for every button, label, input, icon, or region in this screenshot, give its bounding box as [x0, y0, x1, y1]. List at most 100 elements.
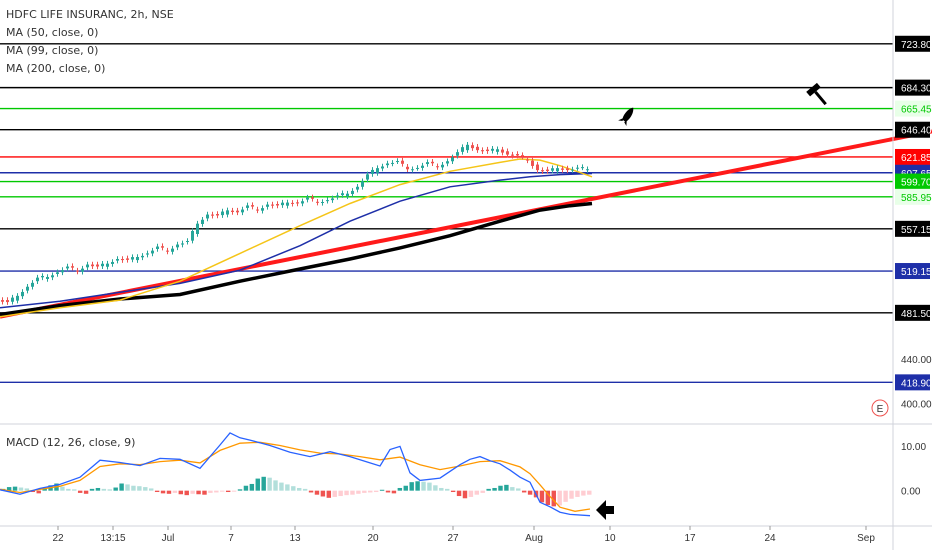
macd-histogram-bar: [231, 490, 237, 492]
candle-body: [321, 202, 324, 204]
candle-body: [56, 272, 59, 274]
macd-histogram-bar: [66, 488, 71, 491]
macd-histogram-bar: [178, 490, 184, 495]
candle-body: [81, 268, 84, 272]
time-tick-label: 13:15: [100, 533, 125, 544]
hammer-handle: [814, 90, 827, 106]
symbol-legend[interactable]: HDFC LIFE INSURANC, 2h, NSE: [6, 8, 174, 21]
candle-body: [546, 169, 549, 172]
candle-body: [301, 201, 304, 204]
time-tick-label: 24: [764, 533, 776, 544]
candle-body: [261, 208, 264, 211]
time-tick-label: 7: [228, 533, 234, 544]
candle-body: [336, 195, 339, 197]
candle-body: [451, 157, 454, 162]
candle-body: [376, 168, 379, 173]
macd-histogram-bar: [409, 482, 414, 491]
price-pane: [0, 43, 932, 384]
candle-body: [281, 202, 284, 206]
macd-histogram-bar: [172, 490, 178, 493]
macd-histogram-bar: [279, 482, 284, 491]
candle-body: [76, 270, 79, 272]
candle-body: [431, 161, 434, 164]
ma99-legend[interactable]: MA (99, close, 0): [6, 44, 99, 57]
candle-body: [316, 201, 319, 203]
candle-body: [211, 214, 214, 216]
candle-body: [346, 193, 349, 197]
macd-histogram-bar: [439, 487, 444, 491]
macd-histogram-bar: [445, 488, 450, 491]
candle-body: [146, 253, 149, 255]
macd-histogram-bar: [504, 484, 509, 491]
candle-body: [266, 204, 269, 207]
macd-histogram-bar: [486, 488, 491, 491]
candle-body: [491, 148, 494, 151]
macd-histogram-bar: [285, 484, 290, 491]
candle-body: [586, 169, 589, 171]
candle-body: [506, 151, 509, 155]
candle-body: [111, 261, 114, 264]
macd-histogram-bar: [415, 481, 420, 491]
macd-histogram-bar: [83, 490, 89, 494]
macd-histogram-bar: [6, 487, 12, 491]
candle-body: [241, 209, 244, 213]
macd-histogram-bar: [24, 488, 30, 491]
candle-body: [71, 266, 74, 268]
candle-body: [61, 270, 64, 273]
candle-body: [216, 214, 219, 216]
candle-body: [531, 160, 534, 166]
price-level-label: 646.40: [901, 126, 932, 137]
candle-body: [331, 198, 334, 201]
macd-histogram-bar: [474, 490, 480, 495]
time-tick-label: Aug: [525, 533, 543, 544]
time-tick-label: 27: [447, 533, 459, 544]
hammer-icon: [806, 82, 827, 106]
macd-histogram-bar: [427, 482, 432, 491]
candle-body: [6, 300, 9, 303]
candle-body: [166, 250, 169, 252]
candle-body: [196, 223, 199, 234]
macd-histogram-bar: [569, 490, 574, 499]
macd-histogram-bar: [249, 483, 255, 491]
macd-histogram-bar: [30, 490, 36, 493]
macd-histogram-bar: [563, 490, 568, 502]
candle-body: [486, 149, 489, 152]
candle-body: [381, 166, 384, 169]
candle-body: [411, 169, 414, 171]
candle-body: [416, 167, 419, 169]
candle-body: [521, 155, 524, 157]
macd-histogram-bar: [18, 487, 24, 491]
macd-histogram-bar: [433, 485, 438, 491]
macd-histogram-bar: [72, 489, 77, 491]
macd-histogram-bar: [225, 490, 231, 493]
candle-body: [461, 147, 464, 152]
macd-legend[interactable]: MACD (12, 26, close, 9): [6, 436, 136, 449]
macd-histogram-bar: [557, 490, 562, 506]
candle-body: [566, 168, 569, 171]
candle-body: [256, 209, 259, 211]
macd-histogram-bar: [107, 489, 112, 491]
macd-histogram-bar: [545, 490, 551, 505]
candle-body: [156, 246, 159, 249]
macd-histogram-bar: [314, 490, 320, 495]
price-level-badge: [895, 148, 930, 165]
candle-body: [576, 167, 579, 169]
macd-histogram-bar: [527, 490, 533, 495]
ma50-legend[interactable]: MA (50, close, 0): [6, 26, 99, 39]
candle-body: [96, 264, 99, 267]
macd-histogram-bar: [575, 490, 580, 497]
candle-body: [496, 149, 499, 152]
macd-histogram-bar: [480, 490, 485, 493]
candle-body: [221, 211, 224, 216]
price-level-label: 684.30: [901, 84, 932, 95]
macd-histogram-bar: [267, 477, 272, 491]
macd-histogram-bar: [273, 480, 278, 491]
macd-histogram-bar: [113, 487, 118, 491]
time-tick-label: 20: [367, 533, 379, 544]
macd-histogram-bar: [184, 490, 189, 496]
candle-body: [141, 255, 144, 258]
ma200-legend[interactable]: MA (200, close, 0): [6, 62, 106, 75]
macd-histogram-bar: [220, 490, 225, 492]
macd-pane: [0, 432, 592, 517]
